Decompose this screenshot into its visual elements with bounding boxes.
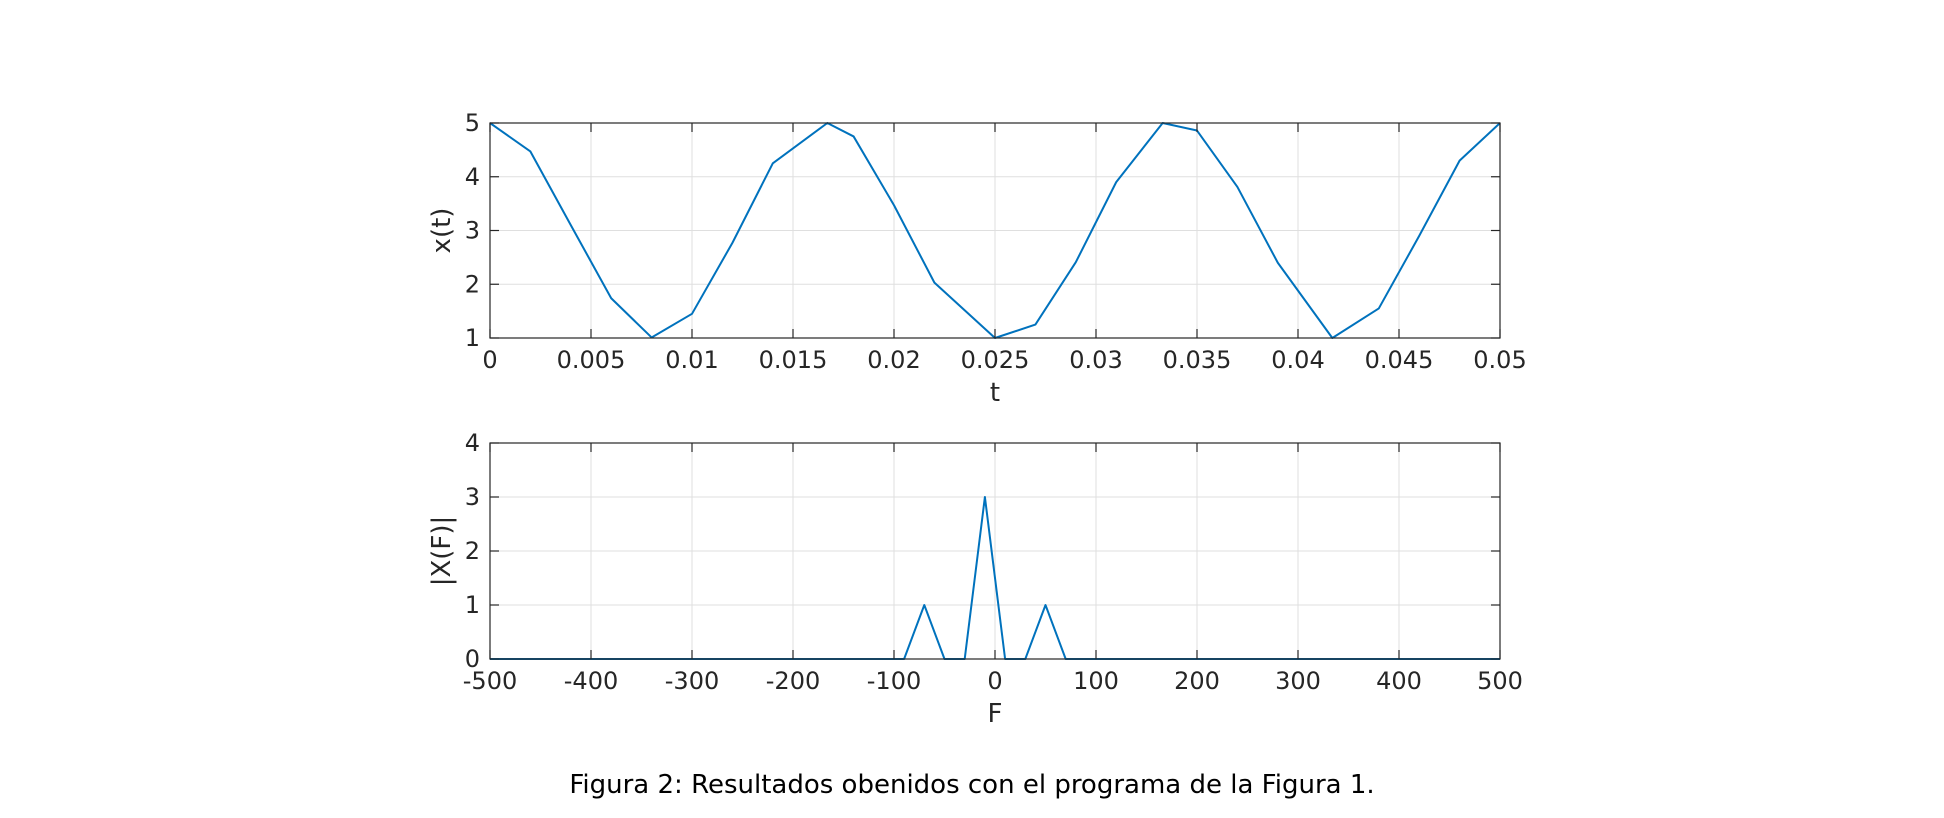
- chart1-y-tick-label: 5: [465, 109, 480, 137]
- chart1-x-tick-label: 0.03: [1069, 346, 1122, 374]
- chart1-y-tick-label: 3: [465, 217, 480, 245]
- chart2-y-axis-label: |X(F)|: [427, 516, 457, 587]
- chart2-x-axis-label: F: [988, 699, 1003, 729]
- chart2-y-tick-label: 4: [465, 429, 480, 457]
- caption-text: Resultados obenidos con el programa de l…: [691, 770, 1375, 800]
- chart1-x-tick-label: 0.04: [1271, 346, 1324, 374]
- chart2-x-tick-label: -400: [564, 667, 618, 695]
- figure: 0 0.005 0.01 0.015 0.02 0.025 0.03 0.035 0.04 0.0…: [427, 109, 1527, 729]
- chart2-x-tick-label: 400: [1376, 667, 1422, 695]
- chart1-x-tick-label: 0.035: [1163, 346, 1232, 374]
- chart2-x-tick-label: -300: [665, 667, 719, 695]
- chart1-x-tick-label: 0.025: [961, 346, 1030, 374]
- chart1-x-tick-label: 0.045: [1365, 346, 1434, 374]
- chart2-x-tick-label: 500: [1477, 667, 1523, 695]
- chart2-x-tick-label: -100: [867, 667, 921, 695]
- chart1-x-tick-label: 0.005: [557, 346, 626, 374]
- chart2-x-tick-label: 100: [1073, 667, 1119, 695]
- chart1-y-tick-label: 2: [465, 270, 480, 298]
- chart1-y-tick-label: 4: [465, 163, 480, 191]
- chart2-x-tick-label: 0: [987, 667, 1002, 695]
- chart1-x-tick-label: 0.05: [1473, 346, 1526, 374]
- caption-prefix: Figura 2:: [569, 770, 683, 800]
- chart1-x-tick-label: 0.015: [759, 346, 828, 374]
- chart1-x-tick-label: 0.02: [867, 346, 920, 374]
- chart2-y-tick-label: 1: [465, 591, 480, 619]
- chart1-x-tick-label: 0.01: [665, 346, 718, 374]
- chart2-x-tick-label: -500: [463, 667, 517, 695]
- chart1-y-tick-label: 1: [465, 324, 480, 352]
- chart2-y-tick-label: 0: [465, 645, 480, 673]
- chart1-y-axis-label: x(t): [427, 208, 457, 254]
- chart2-x-tick-label: 300: [1275, 667, 1321, 695]
- chart2-x-tick-label: -200: [766, 667, 820, 695]
- chart2-y-tick-label: 2: [465, 537, 480, 565]
- chart2-series-line: [490, 496, 1500, 660]
- chart1-x-tick-label: 0: [482, 346, 497, 374]
- chart1-x-axis-label: t: [990, 378, 1000, 408]
- figure-caption: Figura 2: Resultados obenidos con el pro…: [0, 770, 1944, 800]
- chart2-y-tick-label: 3: [465, 483, 480, 511]
- chart2-x-tick-label: 200: [1174, 667, 1220, 695]
